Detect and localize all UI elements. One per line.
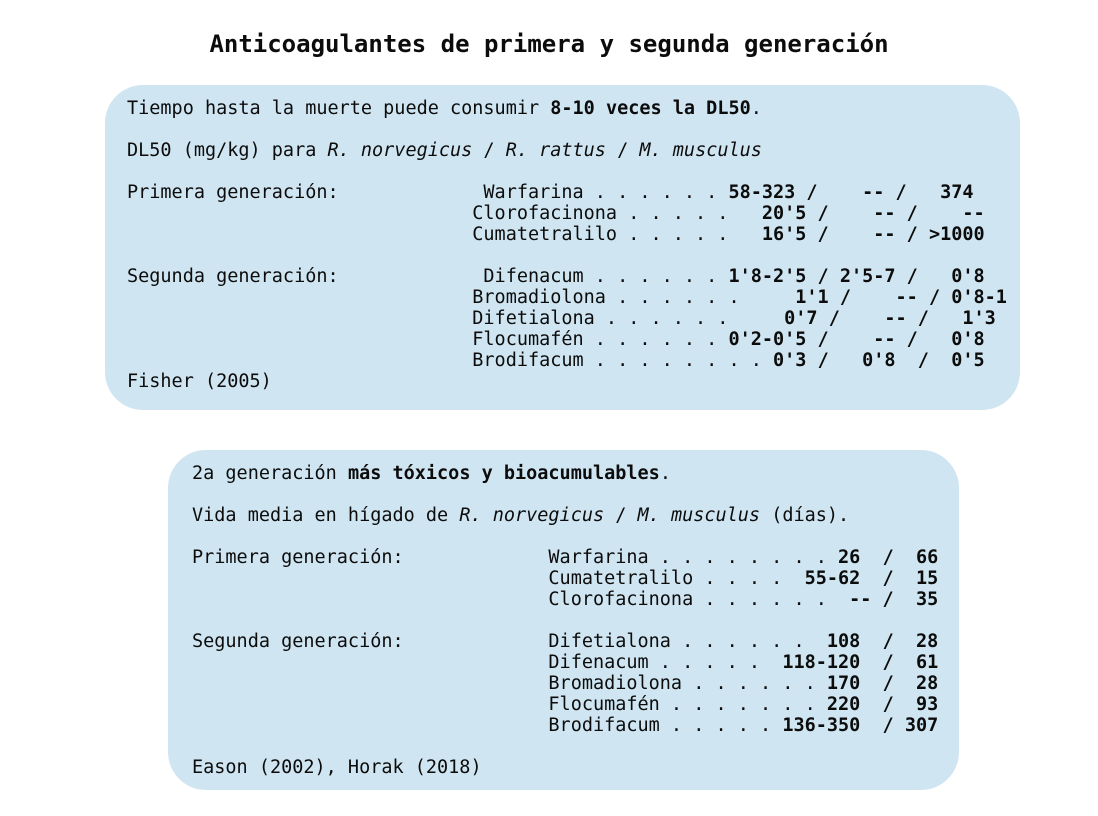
- text-segment: Flocumafén . . . . . .: [127, 329, 729, 350]
- text-segment: DL50 (mg/kg) para: [127, 140, 328, 161]
- text-segment: Brodifacum . . . . .: [192, 715, 783, 736]
- text-line: Primera generación: Warfarina . . . . . …: [127, 182, 1020, 203]
- text-segment: Cumatetralilo . . . .: [192, 568, 805, 589]
- text-segment: R. norvegicus: [459, 505, 605, 526]
- text-line: Vida media en hígado de R. norvegicus / …: [192, 505, 959, 526]
- text-segment: 0'7 / -- / 1'3: [739, 308, 996, 329]
- text-segment: más tóxicos y bioacumulables: [347, 463, 660, 484]
- text-segment: Bromadiolona . . . . . .: [127, 287, 751, 308]
- text-line: Difetialona . . . . . . 0'7 / -- / 1'3: [127, 308, 1020, 329]
- text-segment: Tiempo hasta la muerte puede consumir: [127, 98, 551, 119]
- text-segment: M. musculus: [639, 140, 762, 161]
- text-segment: (días).: [760, 505, 850, 526]
- text-segment: Primera generación: Warfarina . . . . . …: [192, 547, 839, 568]
- text-segment: Difetialona . . . . . .: [127, 308, 740, 329]
- text-line: DL50 (mg/kg) para R. norvegicus / R. rat…: [127, 140, 1020, 161]
- text-segment: Flocumafén . . . . . . .: [192, 694, 827, 715]
- text-segment: 16'5 / -- / >1000: [739, 224, 985, 245]
- text-segment: 55-62 / 15: [804, 568, 939, 589]
- text-line: Clorofacinona . . . . . 20'5 / -- / --: [127, 203, 1020, 224]
- text-segment: Eason (2002), Horak (2018): [192, 757, 482, 778]
- text-line: Brodifacum . . . . . 136-350 / 307: [192, 715, 959, 736]
- text-line: Segunda generación: Difetialona . . . . …: [192, 631, 959, 652]
- text-segment: Brodifacum . . . . . . . .: [127, 350, 774, 371]
- text-segment: R. rattus: [505, 140, 606, 161]
- text-segment: /: [604, 505, 638, 526]
- half-life-info-box: 2a generación más tóxicos y bioacumulabl…: [168, 450, 959, 790]
- dl50-info-box: Tiempo hasta la muerte puede consumir 8-…: [105, 85, 1020, 410]
- text-segment: .: [750, 98, 762, 119]
- text-line: [192, 736, 959, 757]
- text-segment: 2a generación: [192, 463, 348, 484]
- text-segment: -- / 35: [849, 589, 939, 610]
- text-segment: Cumatetralilo . . . . .: [127, 224, 740, 245]
- text-segment: Clorofacinona . . . . .: [127, 203, 740, 224]
- text-line: Bromadiolona . . . . . . 170 / 28: [192, 673, 959, 694]
- text-segment: R. norvegicus: [327, 140, 473, 161]
- text-segment: Primera generación: Warfarina . . . . . …: [127, 182, 729, 203]
- text-segment: 26 / 66: [838, 547, 939, 568]
- text-segment: 0'3 / 0'8 / 0'5: [773, 350, 985, 371]
- text-line: Difenacum . . . . . 118-120 / 61: [192, 652, 959, 673]
- text-line: Cumatetralilo . . . . 55-62 / 15: [192, 568, 959, 589]
- text-segment: Segunda generación: Difenacum . . . . . …: [127, 266, 729, 287]
- text-line: [127, 245, 1020, 266]
- text-segment: 0'2-0'5 / -- / 0'8: [728, 329, 985, 350]
- text-segment: 108 / 28: [826, 631, 939, 652]
- text-segment: .: [659, 463, 671, 484]
- text-segment: 1'8-2'5 / 2'5-7 / 0'8: [728, 266, 985, 287]
- text-line: [192, 484, 959, 505]
- page-title: Anticoagulantes de primera y segunda gen…: [209, 30, 889, 58]
- text-line: [192, 526, 959, 547]
- text-line: Segunda generación: Difenacum . . . . . …: [127, 266, 1020, 287]
- half-life-text-block: 2a generación más tóxicos y bioacumulabl…: [192, 463, 959, 778]
- text-line: [192, 610, 959, 631]
- text-segment: 8-10 veces la DL50: [550, 98, 751, 119]
- text-segment: Segunda generación: Difetialona . . . . …: [192, 631, 827, 652]
- text-segment: Bromadiolona . . . . . .: [192, 673, 827, 694]
- text-segment: 58-323 / -- / 374: [728, 182, 974, 203]
- text-segment: Vida media en hígado de: [192, 505, 460, 526]
- text-line: Primera generación: Warfarina . . . . . …: [192, 547, 959, 568]
- text-segment: /: [472, 140, 506, 161]
- text-segment: 220 / 93: [826, 694, 939, 715]
- text-segment: Difenacum . . . . .: [192, 652, 783, 673]
- text-segment: 118-120 / 61: [782, 652, 939, 673]
- text-line: [127, 161, 1020, 182]
- text-segment: Clorofacinona . . . . . .: [192, 589, 850, 610]
- text-line: Cumatetralilo . . . . . 16'5 / -- / >100…: [127, 224, 1020, 245]
- text-line: [127, 119, 1020, 140]
- text-line: Flocumafén . . . . . . . 220 / 93: [192, 694, 959, 715]
- text-line: Brodifacum . . . . . . . . 0'3 / 0'8 / 0…: [127, 350, 1020, 371]
- dl50-text-block: Tiempo hasta la muerte puede consumir 8-…: [127, 98, 1020, 392]
- text-segment: M. musculus: [637, 505, 761, 526]
- text-segment: 170 / 28: [826, 673, 939, 694]
- text-line: Bromadiolona . . . . . . 1'1 / -- / 0'8-…: [127, 287, 1020, 308]
- text-line: Tiempo hasta la muerte puede consumir 8-…: [127, 98, 1020, 119]
- text-segment: /: [605, 140, 640, 161]
- text-segment: Fisher (2005): [127, 371, 272, 392]
- text-line: Flocumafén . . . . . . 0'2-0'5 / -- / 0'…: [127, 329, 1020, 350]
- text-line: Eason (2002), Horak (2018): [192, 757, 959, 778]
- text-line: Fisher (2005): [127, 371, 1020, 392]
- text-segment: 1'1 / -- / 0'8-1: [750, 287, 1007, 308]
- text-line: Clorofacinona . . . . . . -- / 35: [192, 589, 959, 610]
- text-segment: 20'5 / -- / --: [739, 203, 985, 224]
- text-segment: 136-350 / 307: [782, 715, 939, 736]
- text-line: 2a generación más tóxicos y bioacumulabl…: [192, 463, 959, 484]
